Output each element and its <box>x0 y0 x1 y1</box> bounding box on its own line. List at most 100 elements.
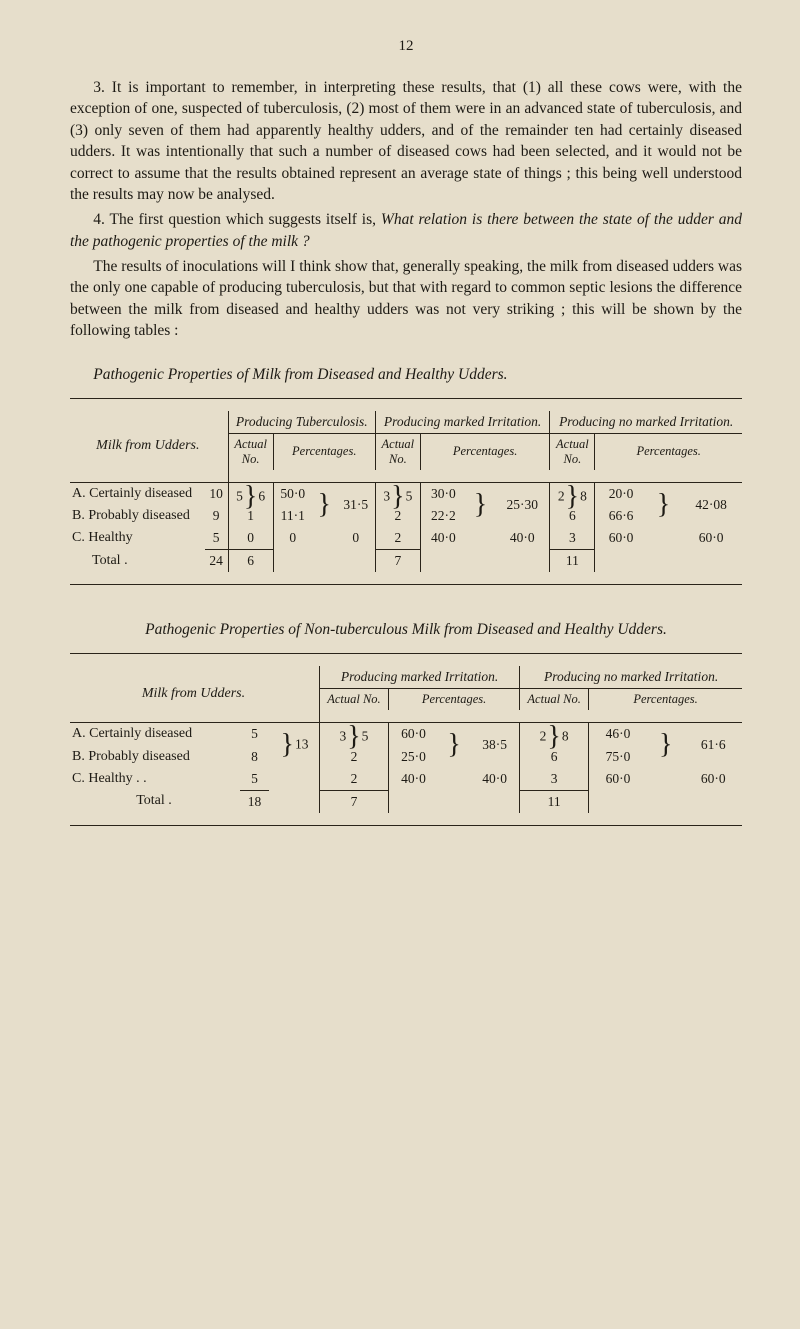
t1-g1-p-top: 50·0 <box>273 482 312 505</box>
t2-g2-c-p: 60·0 <box>589 768 647 791</box>
t1-g3-c-a: 3 <box>550 527 595 550</box>
para4-lead: 4. The first question which suggests its… <box>93 211 381 228</box>
t1-g1-c-p: 0 <box>273 527 312 550</box>
t2-g1-c-s: 40·0 <box>470 768 520 791</box>
t1-rowC-label: C. Healthy <box>70 527 205 550</box>
t2-total-actual: 18 <box>240 790 269 813</box>
table-row-total: Total . 18 7 11 <box>70 790 742 813</box>
t2-group1-head: Producing marked Irritation. <box>319 666 519 689</box>
t1-g3-sub-actual: Actual No. <box>550 433 595 470</box>
t1-rowA-actual: 10 <box>205 482 228 505</box>
t1-g2-c-p: 40·0 <box>420 527 465 550</box>
table2: Milk from Udders. Producing marked Irrit… <box>70 653 742 826</box>
t2-rowA-label: A. Certainly diseased <box>70 723 240 746</box>
page-number: 12 <box>70 38 742 55</box>
t1-g2-actual-brace: 3}5 2 <box>375 482 420 527</box>
t1-g3-p-bot: 66·6 <box>595 505 647 527</box>
t1-g1-sub-actual: Actual No. <box>228 433 273 470</box>
t2-total-label: Total . <box>70 790 240 813</box>
t1-g3-c-p: 60·0 <box>595 527 647 550</box>
paragraph-4: 4. The first question which suggests its… <box>70 209 742 252</box>
table-row-total: Total . 24 6 7 11 <box>70 550 742 573</box>
t2-g1-p-top: 60·0 <box>388 723 438 746</box>
t2-rowB-label: B. Probably diseased <box>70 745 240 767</box>
t2-g1-c-p: 40·0 <box>388 768 438 791</box>
t1-g2-p-bot: 22·2 <box>420 505 465 527</box>
table-row: C. Healthy 5 0 0 0 2 40·0 40·0 3 60·0 60… <box>70 527 742 550</box>
t2-rowA-actual: 5 <box>240 723 269 746</box>
t1-g2-p-top: 30·0 <box>420 482 465 505</box>
t1-rowB-label: B. Probably diseased <box>70 505 205 527</box>
t1-g3-c-s: 60·0 <box>680 527 742 550</box>
brace-icon: } <box>647 723 685 768</box>
table-row: C. Healthy . . 5 2 40·0 40·0 3 60·0 60·0 <box>70 768 742 791</box>
paragraph-results: The results of inoculations will I think… <box>70 256 742 342</box>
t1-g3-p-top: 20·0 <box>595 482 647 505</box>
brace-icon: } <box>243 481 258 512</box>
t2-g1-c-a: 2 <box>319 768 388 791</box>
t2-rowC-actual: 5 <box>240 768 269 791</box>
t2-g1-p-sum: 38·5 <box>470 723 520 768</box>
t1-stub-head: Milk from Udders. <box>70 411 228 483</box>
brace-icon: } <box>438 723 470 768</box>
t2-g2-c-s: 60·0 <box>685 768 743 791</box>
t1-g3-sub-pct: Percentages. <box>595 433 742 470</box>
t2-g1-sub-pct: Percentages. <box>388 689 519 711</box>
t1-group2-head: Producing marked Irritation. <box>375 411 550 434</box>
page: 12 3. It is important to remember, in in… <box>0 0 800 1329</box>
t2-g2-sub-pct: Percentages. <box>589 689 742 711</box>
t1-rowB-actual: 9 <box>205 505 228 527</box>
t2-g1-actual-brace: 3}5 2 <box>319 723 388 768</box>
paragraph-3: 3. It is important to remember, in inter… <box>70 77 742 205</box>
table1: Milk from Udders. Producing Tuberculosis… <box>70 398 742 586</box>
table-row: A. Certainly diseased 5 }13 3}5 2 60·0 }… <box>70 723 742 746</box>
t1-total-label: Total . <box>70 550 205 573</box>
t2-stub-head: Milk from Udders. <box>70 666 319 723</box>
t1-g1-total: 6 <box>228 550 273 573</box>
t2-AB-brace: }13 <box>269 723 319 768</box>
t1-g3-total: 11 <box>550 550 595 573</box>
t1-g1-p-bot: 11·1 <box>273 505 312 527</box>
brace-icon: } <box>565 481 580 512</box>
t2-g2-total: 11 <box>520 790 589 813</box>
t1-g2-p-sum: 25·30 <box>495 482 550 527</box>
t1-g1-c-a: 0 <box>228 527 273 550</box>
t2-g1-p-bot: 25·0 <box>388 745 438 767</box>
t1-g1-actual-brace: 5}6 1 <box>228 482 273 527</box>
t2-g2-p-sum: 61·6 <box>685 723 743 768</box>
t1-g2-total: 7 <box>375 550 420 573</box>
brace-icon: } <box>390 481 405 512</box>
table-row: B. Probably diseased 8 25·0 75·0 <box>70 745 742 767</box>
t1-g1-sub-pct: Percentages. <box>273 433 375 470</box>
t2-rowB-actual: 8 <box>240 745 269 767</box>
t1-g3-actual-brace: 2}8 6 <box>550 482 595 527</box>
brace-icon: } <box>647 482 680 527</box>
t2-g2-sub-actual: Actual No. <box>520 689 589 711</box>
t1-g2-sub-actual: Actual No. <box>375 433 420 470</box>
t1-g2-c-a: 2 <box>375 527 420 550</box>
t2-g2-p-bot: 75·0 <box>589 745 647 767</box>
t2-rowC-label: C. Healthy . . <box>70 768 240 791</box>
t2-group2-head: Producing no marked Irritation. <box>520 666 742 689</box>
brace-icon: } <box>466 482 495 527</box>
t2-g2-p-top: 46·0 <box>589 723 647 746</box>
t1-g1-p-sum: 31·5 <box>337 482 376 527</box>
t1-g2-sub-pct: Percentages. <box>420 433 550 470</box>
brace-icon: } <box>546 721 561 752</box>
table1-caption: Pathogenic Properties of Milk from Disea… <box>70 366 742 384</box>
brace-icon: } <box>346 721 361 752</box>
t1-rowC-actual: 5 <box>205 527 228 550</box>
t1-group3-head: Producing no marked Irritation. <box>550 411 742 434</box>
t1-group1-head: Producing Tuberculosis. <box>228 411 375 434</box>
brace-icon: } <box>312 482 337 527</box>
t2-g2-actual-brace: 2}8 6 <box>520 723 589 768</box>
t2-g1-total: 7 <box>319 790 388 813</box>
t1-total-actual: 24 <box>205 550 228 573</box>
table-row: A. Certainly diseased 10 5}6 1 50·0 } 31… <box>70 482 742 505</box>
t2-g1-sub-actual: Actual No. <box>319 689 388 711</box>
t1-g3-p-sum: 42·08 <box>680 482 742 527</box>
table2-caption: Pathogenic Properties of Non-tuberculous… <box>70 621 742 639</box>
t1-rowA-label: A. Certainly diseased <box>70 482 205 505</box>
t1-g2-c-s: 40·0 <box>495 527 550 550</box>
brace-icon: } <box>279 729 294 760</box>
